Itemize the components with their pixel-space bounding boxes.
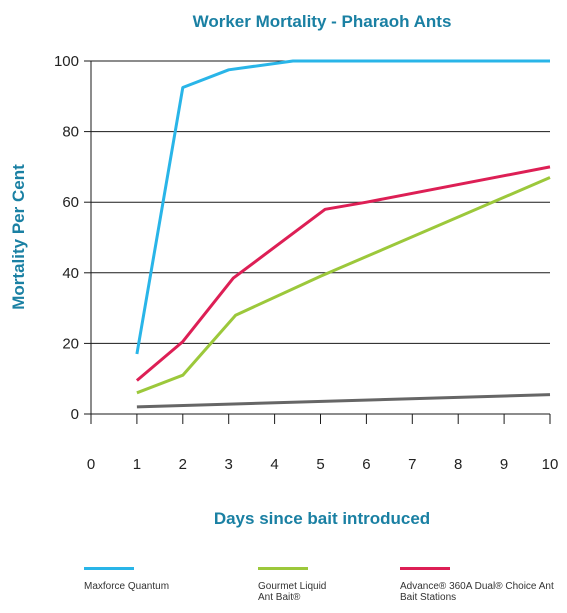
- x-tick-label-1: 1: [133, 456, 141, 473]
- y-tick-label-60: 60: [62, 194, 79, 211]
- chart-title: Worker Mortality - Pharaoh Ants: [193, 12, 452, 31]
- series-line-2: [136, 176, 551, 395]
- series-lines: [135, 59, 551, 409]
- x-tick-label-7: 7: [408, 456, 416, 473]
- legend-label-maxforce: Maxforce Quantum: [84, 581, 170, 592]
- y-axis-ticks: 0 20 40 60 80 100: [54, 53, 79, 423]
- x-tick-label-8: 8: [454, 456, 462, 473]
- legend-label-gourmet: Gourmet Liquid Ant Bait®: [258, 581, 327, 603]
- y-tick-label-20: 20: [62, 335, 79, 352]
- x-tick-label-4: 4: [270, 456, 278, 473]
- x-tick-label-5: 5: [316, 456, 324, 473]
- x-tick-label-2: 2: [179, 456, 187, 473]
- x-tick-label-10: 10: [542, 456, 559, 473]
- y-axis-title: Mortality Per Cent: [9, 164, 28, 310]
- legend-swatch-advance: [400, 567, 450, 570]
- y-tick-label-80: 80: [62, 124, 79, 141]
- x-tick-label-0: 0: [87, 456, 95, 473]
- series-line-4: [136, 393, 551, 409]
- grid-lines: [84, 60, 551, 424]
- x-axis-title: Days since bait introduced: [214, 509, 430, 528]
- series-line-3: [135, 165, 551, 382]
- series-line-1: [135, 59, 550, 355]
- x-tick-label-6: 6: [362, 456, 370, 473]
- legend-swatch-gourmet: [258, 567, 308, 570]
- chart-legend: Maxforce Quantum Gourmet Liquid Ant Bait…: [0, 567, 567, 613]
- x-tick-label-3: 3: [225, 456, 233, 473]
- legend-label-advance: Advance® 360A Dual® Choice Ant Bait Stat…: [400, 581, 554, 603]
- y-tick-label-100: 100: [54, 53, 79, 70]
- x-tick-label-9: 9: [500, 456, 508, 473]
- line-chart: Worker Mortality - Pharaoh Ants 02040608…: [9, 12, 559, 528]
- y-tick-label-0: 0: [71, 406, 79, 423]
- legend-swatch-maxforce: [84, 567, 134, 570]
- x-axis-ticks: 0 1 2 3 4 5 6 7 8 9 10: [87, 456, 559, 473]
- y-tick-label-40: 40: [62, 265, 79, 282]
